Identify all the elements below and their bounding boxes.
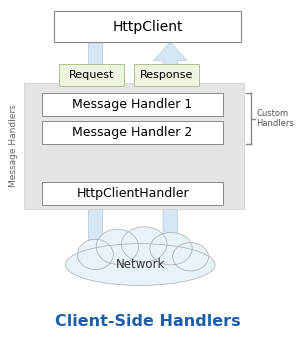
- Text: Message Handler 2: Message Handler 2: [72, 126, 193, 139]
- Ellipse shape: [78, 239, 113, 270]
- Text: HttpClient: HttpClient: [112, 20, 183, 34]
- FancyBboxPatch shape: [42, 93, 223, 116]
- Ellipse shape: [121, 227, 167, 262]
- Text: Client-Side Handlers: Client-Side Handlers: [55, 313, 240, 329]
- FancyBboxPatch shape: [42, 121, 223, 144]
- Ellipse shape: [96, 229, 139, 264]
- Text: Message Handler 1: Message Handler 1: [72, 98, 193, 111]
- Text: Response: Response: [140, 70, 193, 80]
- Text: Request: Request: [68, 70, 114, 80]
- Bar: [88, 42, 102, 239]
- Text: Network: Network: [116, 258, 165, 271]
- Text: HttpClientHandler: HttpClientHandler: [76, 187, 189, 200]
- FancyBboxPatch shape: [59, 64, 123, 86]
- Ellipse shape: [150, 233, 192, 265]
- FancyBboxPatch shape: [24, 83, 244, 209]
- Text: Message Handlers: Message Handlers: [9, 104, 18, 187]
- FancyBboxPatch shape: [134, 64, 199, 86]
- FancyArrow shape: [154, 42, 187, 239]
- Ellipse shape: [173, 243, 209, 271]
- FancyBboxPatch shape: [54, 11, 241, 42]
- Ellipse shape: [65, 244, 215, 285]
- Text: Custom
Handlers: Custom Handlers: [257, 109, 294, 128]
- FancyBboxPatch shape: [42, 182, 223, 205]
